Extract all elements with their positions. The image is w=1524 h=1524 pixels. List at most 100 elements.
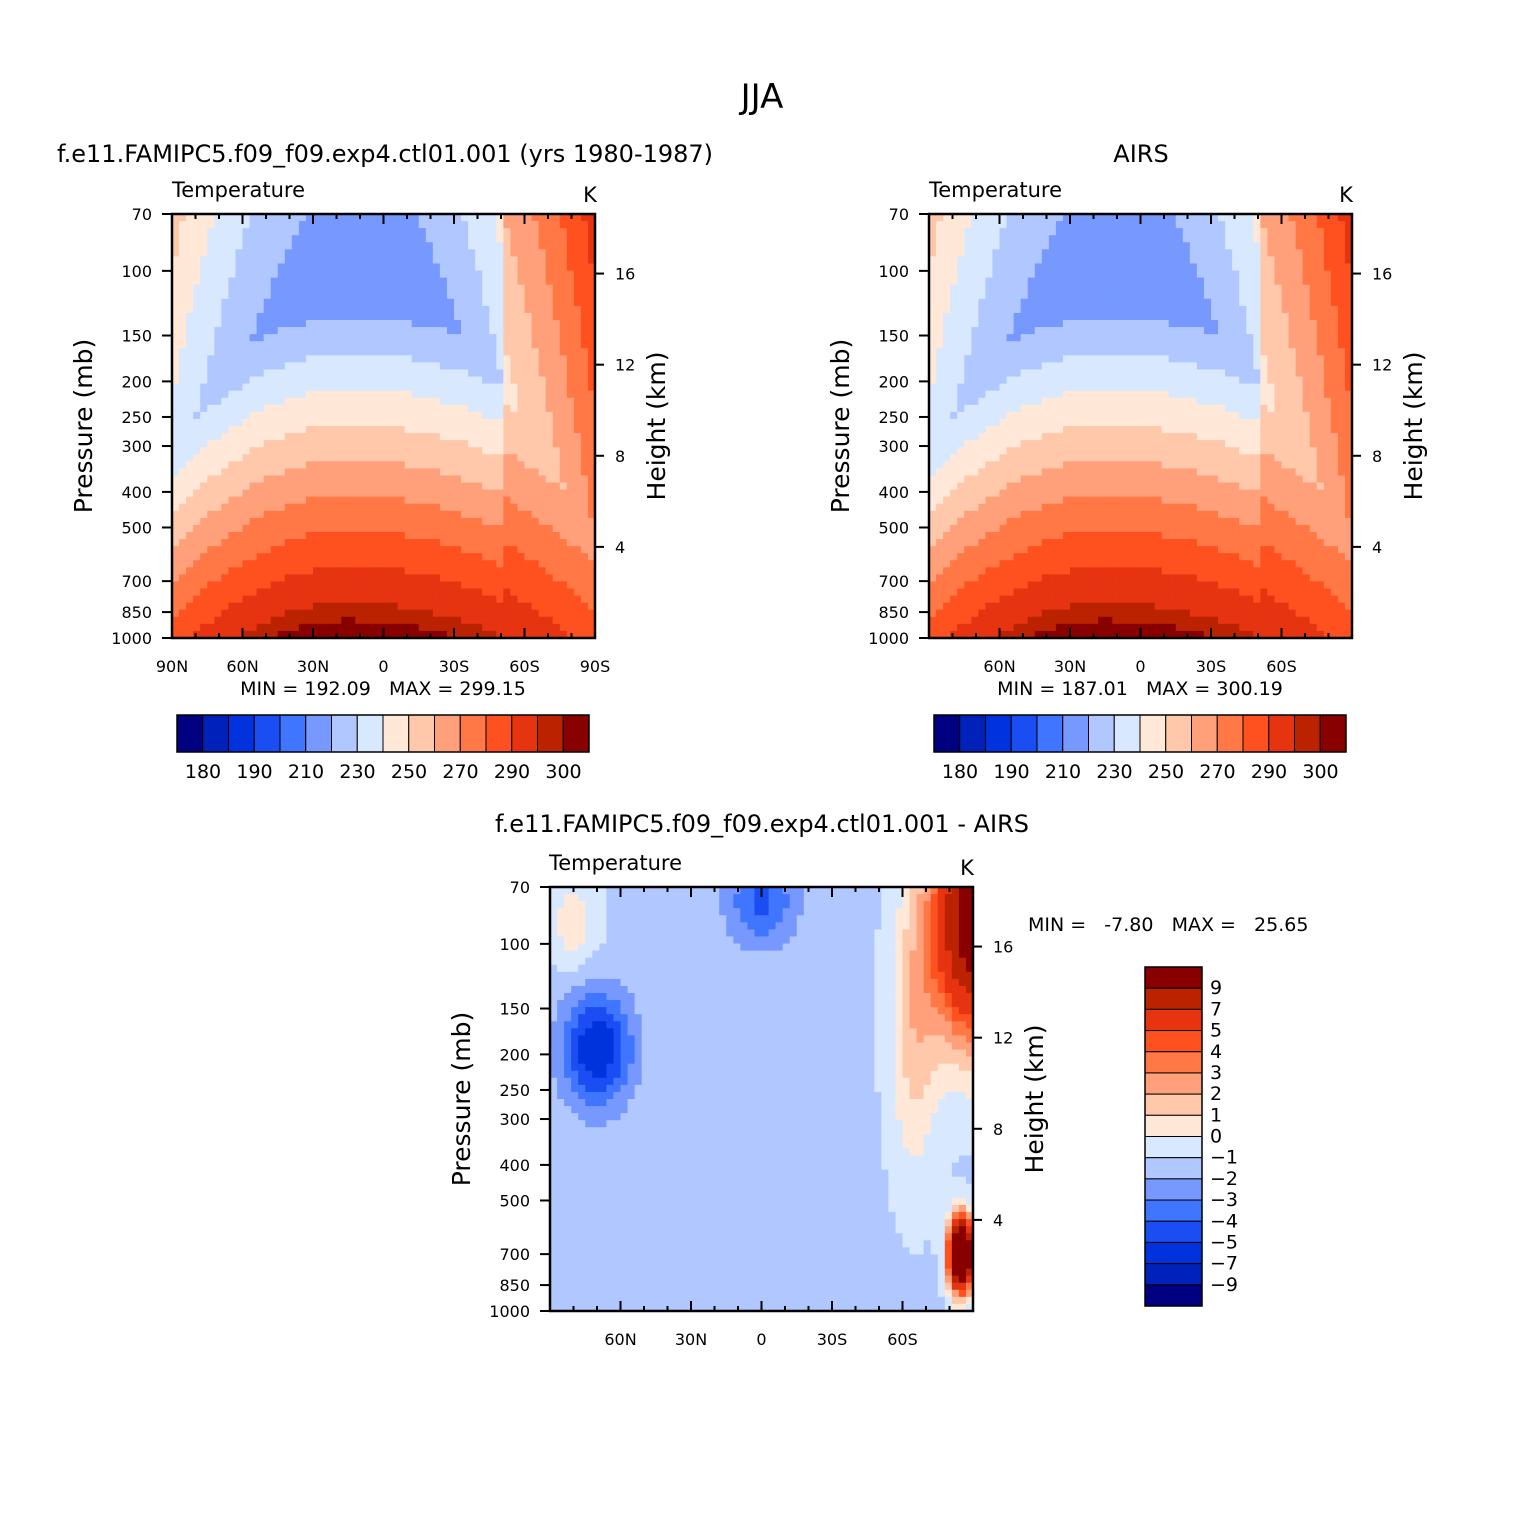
field-cell [348,517,356,526]
field-cell [425,560,434,568]
field-cell [999,291,1008,300]
field-cell [320,312,328,321]
field-cell [559,327,568,335]
field-cell [587,496,596,505]
field-cell [566,249,575,257]
field-cell [580,305,589,314]
field-cell [313,581,321,590]
field-cell [1105,235,1113,243]
field-cell [341,411,349,420]
field-cell [1225,284,1233,293]
field-cell [985,270,994,279]
field-cell [341,496,349,505]
field-cell [291,383,300,392]
field-cell [214,574,222,583]
field-cell [454,320,462,328]
field-cell [362,249,370,257]
field-cell [510,320,519,328]
field-cell [1189,235,1198,243]
field-cell [461,277,469,286]
field-cell [284,256,293,265]
field-cell [397,341,406,349]
field-cell [439,609,448,618]
field-cell [397,305,406,314]
field-cell [263,404,272,413]
field-cell [538,320,547,328]
field-cell [221,305,229,314]
field-cell [510,277,519,286]
field-cell [228,517,237,526]
field-cell [369,298,378,307]
field-cell [355,249,363,257]
field-cell [1211,228,1219,236]
field-cell [228,433,237,441]
field-cell [461,221,469,229]
field-cell [214,532,222,540]
field-cell [228,249,237,257]
field-cell [305,369,314,378]
field-cell [482,334,490,342]
field-cell [1344,341,1353,349]
field-cell [249,341,258,349]
field-cell [214,539,222,547]
field-cell [298,298,307,307]
field-cell [439,235,448,243]
field-cell [1232,334,1240,342]
field-cell [517,475,526,484]
field-cell [1175,341,1184,349]
field-cell [179,574,187,583]
field-cell [957,327,965,335]
field-cell [524,461,533,469]
field-cell [207,595,215,604]
field-cell [1041,291,1050,300]
field-cell [1140,298,1149,307]
field-cell [270,532,279,540]
field-cell [235,390,244,399]
field-cell [383,447,392,455]
field-cell [327,291,335,300]
field-cell [524,397,533,406]
field-cell [482,510,490,519]
field-cell [489,242,497,250]
field-cell [524,602,533,611]
field-cell [411,228,420,236]
field-cell [186,221,194,229]
field-cell [298,256,307,265]
field-cell [1154,320,1163,328]
field-cell [566,623,575,632]
field-cell [559,440,568,448]
field-cell [1126,249,1135,257]
field-cell [468,277,476,286]
field-cell [249,383,258,392]
field-cell [172,228,180,236]
field-cell [1253,327,1261,335]
field-cell [545,496,554,505]
field-cell [566,539,575,547]
field-cell [1309,355,1318,363]
field-cell [193,390,201,399]
field-cell [369,588,378,597]
field-cell [559,221,568,229]
field-cell [573,609,582,618]
field-cell [510,397,519,406]
field-cell [489,588,497,597]
field-cell [291,461,300,469]
field-cell [383,327,392,335]
field-cell [256,630,265,639]
field-cell [1112,348,1120,356]
field-cell [249,433,258,441]
field-cell [305,532,314,540]
field-cell [207,383,215,392]
field-cell [566,320,575,328]
field-cell [538,539,547,547]
field-cell [461,426,469,434]
field-cell [957,284,965,293]
field-cell [587,242,596,250]
field-cell [334,355,342,363]
field-cell [277,221,286,229]
field-cell [454,397,462,406]
field-cell [1246,263,1254,272]
field-cell [284,553,293,561]
field-cell [270,496,279,505]
field-cell [1098,284,1106,293]
